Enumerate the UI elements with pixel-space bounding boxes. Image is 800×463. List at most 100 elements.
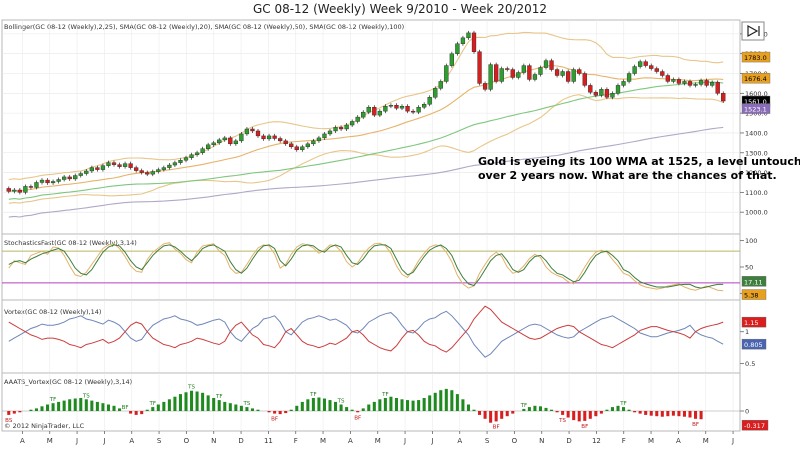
price-panel-indicator-label: Bollinger(GC 08-12 (Weekly),2,25), SMA(G… xyxy=(4,23,404,31)
candle-up xyxy=(399,105,405,109)
aaats-signal-label: BF xyxy=(493,424,500,430)
x-tick-label: J xyxy=(403,437,406,445)
price-value-badge-text: 1561.0 xyxy=(744,98,767,106)
stoch-value-badge-text: 17.11 xyxy=(744,278,763,286)
candle-down xyxy=(145,172,150,175)
vortex-panel-indicator-label: Vortex(GC 08-12 (Weekly),14) xyxy=(4,308,101,316)
x-tick-label: 11 xyxy=(264,437,273,445)
vortex-minus-line xyxy=(8,305,724,353)
aaats-signal-label: TF xyxy=(149,401,157,407)
candle-up xyxy=(62,176,67,180)
aaats-value-badges: -0.317 xyxy=(741,420,769,431)
chart-title: GC 08-12 (Weekly) Week 9/2010 - Week 20/… xyxy=(253,2,547,16)
candle-down xyxy=(494,64,499,82)
candle-down xyxy=(128,163,133,168)
candle-up xyxy=(266,135,272,140)
x-tick-label: J xyxy=(731,437,734,445)
candle-up xyxy=(172,162,178,166)
price-panel: Bollinger(GC 08-12 (Weekly),2,25), SMA(G… xyxy=(1,19,800,235)
sma50-line xyxy=(8,81,724,200)
price-y-tick-label: 1200.0 xyxy=(745,169,768,177)
vortex-panel: Vortex(GC 08-12 (Weekly),14) 10.5 1.150.… xyxy=(1,299,767,374)
candle-up xyxy=(34,182,39,188)
price-y-tick-label: 1600.0 xyxy=(745,90,768,98)
stoch-panel-indicator-label: StochasticsFast(GC 08-12 (Weekly),3,14) xyxy=(4,239,137,247)
candle-down xyxy=(405,105,410,112)
x-tick-label: F xyxy=(294,437,298,445)
candle-down xyxy=(6,188,11,192)
candle-up xyxy=(538,67,543,75)
candle-down xyxy=(289,143,294,148)
candle-up xyxy=(300,146,305,150)
price-value-badge-text: 1783.0 xyxy=(744,54,767,62)
price-indicator-lines xyxy=(8,31,724,218)
scroll-end-icon[interactable] xyxy=(741,21,765,41)
candle-up xyxy=(466,32,471,39)
candle-up xyxy=(449,53,454,66)
candle-up xyxy=(571,69,576,82)
candle-up xyxy=(671,79,676,82)
candle-up xyxy=(200,148,205,153)
x-tick-label: M xyxy=(47,437,53,445)
candle-down xyxy=(28,186,34,188)
aaats-signal-label: TS xyxy=(337,399,345,405)
candle-down xyxy=(294,146,299,150)
candle-up xyxy=(422,104,427,108)
candle-down xyxy=(527,65,532,80)
x-tick-label: J xyxy=(102,437,105,445)
candle-up xyxy=(693,84,698,86)
candle-up xyxy=(543,60,549,68)
aaats-signal-label: BF xyxy=(354,415,361,421)
candle-down xyxy=(593,92,598,96)
price-value-badge xyxy=(741,51,771,63)
aaats-signal-label: TS xyxy=(187,385,195,391)
candle-up xyxy=(217,139,222,144)
x-tick-label: O xyxy=(512,437,518,445)
vortex-y-axis: 10.5 xyxy=(22,300,755,373)
x-tick-label: 12 xyxy=(592,437,601,445)
candle-down xyxy=(582,73,587,86)
x-axis: A M J J A S O N D 11 F M A M J J A S O N D 12 F M A M J xyxy=(20,431,734,445)
candle-down xyxy=(272,135,277,139)
candle-down xyxy=(654,68,659,72)
stoch-lines xyxy=(8,242,724,292)
aaats-signal-label: TS xyxy=(82,393,90,399)
candle-down xyxy=(17,189,22,193)
stoch-k-line xyxy=(8,242,724,292)
stoch-y-tick-label: 50 xyxy=(745,264,753,272)
vortex-value-badge xyxy=(741,338,767,350)
vortex-lines xyxy=(8,305,724,358)
candle-down xyxy=(338,127,344,130)
candle-up xyxy=(12,189,17,192)
candle-up xyxy=(344,124,349,130)
candle-up xyxy=(499,68,504,82)
copyright-text: © 2012 NinjaTrader, LLC xyxy=(4,422,85,430)
candle-up xyxy=(560,71,565,76)
vortex-value-badge xyxy=(741,316,767,328)
x-tick-label: J xyxy=(75,437,78,445)
aaats-signal-label: BF xyxy=(122,405,129,411)
candle-up xyxy=(84,170,89,174)
candle-up xyxy=(532,74,538,80)
x-tick-label: M xyxy=(375,437,381,445)
candle-down xyxy=(394,105,399,109)
sma100-line xyxy=(8,126,724,218)
aaats-signal-label: TF xyxy=(520,403,528,409)
aaats-value-badge-text: -0.317 xyxy=(744,422,765,430)
candle-down xyxy=(372,106,377,116)
candle-up xyxy=(183,157,189,161)
candle-up xyxy=(710,82,715,86)
candle-down xyxy=(482,83,488,90)
x-tick-label: A xyxy=(457,437,462,445)
candle-down xyxy=(410,110,416,113)
aaats-signal-label: BS xyxy=(5,418,13,424)
candle-up xyxy=(233,140,238,145)
candle-up xyxy=(78,173,83,176)
candle-down xyxy=(117,164,122,167)
price-panel-frame xyxy=(1,19,741,235)
candle-up xyxy=(427,97,432,105)
candle-up xyxy=(211,142,216,146)
candle-up xyxy=(305,143,310,148)
x-tick-label: J xyxy=(430,437,433,445)
candle-up xyxy=(698,80,704,85)
